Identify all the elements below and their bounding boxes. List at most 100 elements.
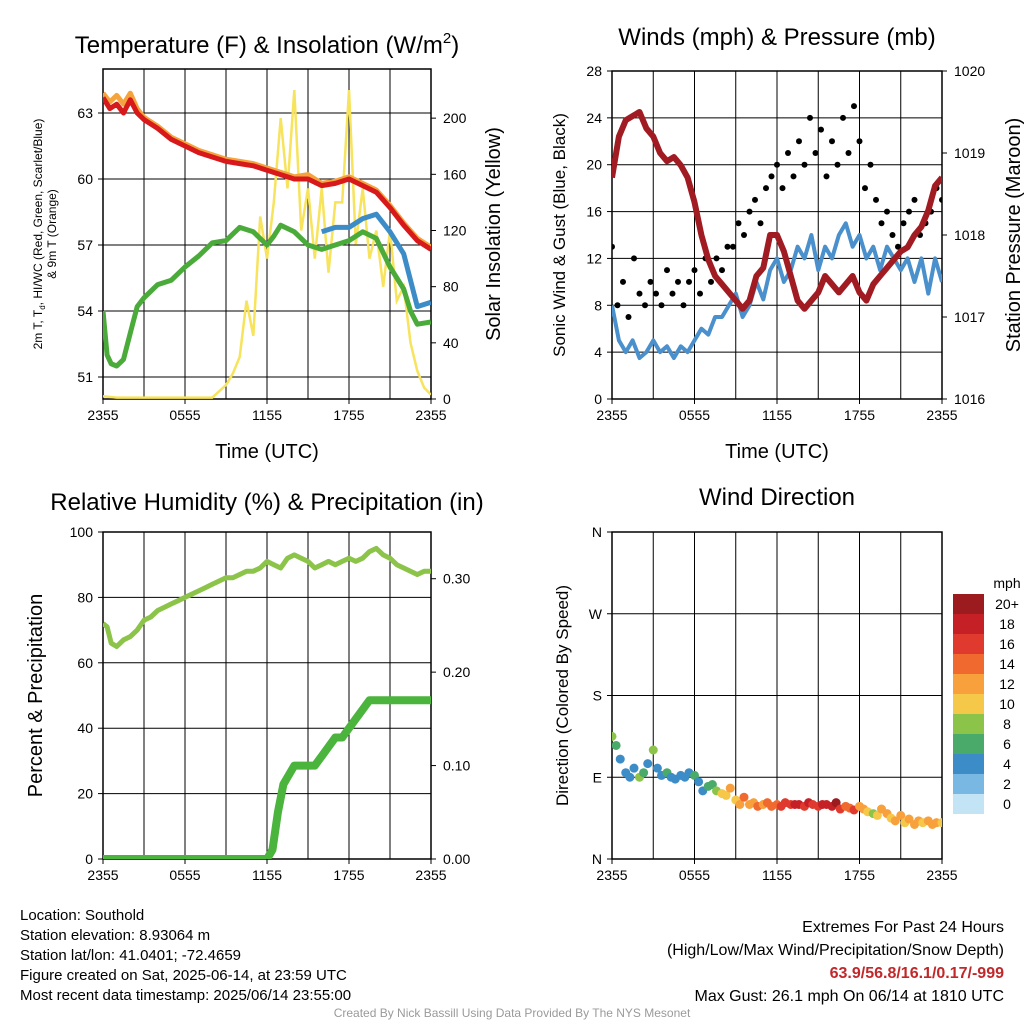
gust-point	[658, 302, 665, 309]
direction-point	[831, 798, 841, 808]
y2-tick-label: 40	[443, 335, 459, 351]
gust-point	[735, 220, 742, 227]
y-tick-label: 20	[77, 786, 93, 802]
x-tick-label: 1755	[333, 407, 364, 423]
y-tick-label: 51	[77, 369, 93, 385]
series-line-3	[103, 222, 431, 369]
x-tick-label: 1155	[252, 407, 282, 423]
chart-panel-1: Temperature (F) & Insolation (W/m2)2355 0…	[31, 30, 505, 463]
y-tick-label: 40	[77, 720, 93, 736]
gust-point	[746, 208, 753, 215]
x-tick-label: 2355	[415, 867, 446, 883]
y2-tick-label: 0.10	[443, 758, 470, 774]
data-layer	[612, 731, 942, 829]
colorbar-label: 4	[1003, 756, 1011, 772]
gust-point	[647, 278, 654, 285]
gust-point	[614, 302, 621, 309]
grid	[102, 69, 432, 399]
direction-point	[890, 816, 900, 826]
gust-point	[884, 208, 890, 215]
gust-point	[664, 267, 670, 274]
direction-point	[625, 772, 635, 782]
gust-point	[653, 290, 659, 297]
gust-point	[867, 161, 874, 168]
colorbar-swatch	[953, 774, 984, 794]
y-tick-label: W	[589, 606, 603, 622]
x-tick-label: 1755	[333, 867, 364, 883]
extremes-subtitle: (High/Low/Max Wind/Precipitation/Snow De…	[666, 942, 1004, 959]
colorbar-label: 16	[999, 636, 1015, 652]
x-tick-label: 2355	[596, 407, 627, 423]
y-tick-label: 20	[586, 157, 602, 173]
gust-point	[713, 255, 720, 262]
gust-point	[878, 220, 885, 227]
y2-tick-label: 0.00	[443, 851, 470, 867]
y2-tick-label: 1017	[954, 309, 985, 325]
y-tick-label: 8	[594, 297, 602, 313]
pressure-line	[612, 109, 942, 312]
direction-point	[629, 763, 639, 773]
x-tick-label: 0555	[679, 867, 710, 883]
station-elevation: Station elevation: 8.93064 m	[20, 927, 211, 944]
y2-axis-label: Station Pressure (Maroon)	[1003, 118, 1024, 353]
gust-point	[741, 232, 747, 238]
direction-point	[612, 740, 621, 750]
gust-point	[774, 161, 780, 168]
colorbar-swatch	[953, 634, 984, 654]
direction-point	[904, 814, 914, 824]
y-tick-label: 12	[586, 250, 602, 266]
colorbar-swatch	[953, 734, 984, 754]
x-tick-label: 1755	[844, 407, 875, 423]
colorbar-label: 0	[1003, 796, 1011, 812]
x-tick-label: 0555	[679, 407, 710, 423]
y2-tick-label: 200	[443, 110, 467, 126]
gust-point	[768, 173, 775, 180]
colorbar-swatch	[953, 794, 984, 814]
credit-line: Created By Nick Bassill Using Data Provi…	[333, 1006, 691, 1020]
x-tick-label: 1155	[762, 867, 792, 883]
data-layer	[103, 545, 431, 859]
gust-point	[807, 114, 813, 121]
colorbar-swatch	[953, 754, 984, 774]
gust-point	[779, 185, 786, 192]
direction-point	[639, 768, 649, 778]
gust-point	[911, 196, 918, 203]
direction-point	[707, 780, 717, 790]
gust-point	[636, 290, 643, 297]
colorbar-swatch	[953, 694, 984, 714]
x-axis-label: Time (UTC)	[725, 441, 829, 463]
y2-tick-label: 80	[443, 279, 459, 295]
y-tick-label: 57	[77, 237, 93, 253]
colorbar-label: 20+	[995, 596, 1019, 612]
x-tick-label: 2355	[87, 407, 118, 423]
direction-point	[739, 792, 749, 802]
y2-tick-label: 1016	[954, 391, 985, 407]
gust-point	[895, 243, 901, 250]
y-tick-label: 4	[594, 344, 602, 360]
colorbar-label: 14	[999, 656, 1015, 672]
colorbar-swatch	[953, 594, 984, 614]
colorbar-label: 2	[1003, 776, 1011, 792]
gust-point	[790, 173, 797, 180]
colorbar-label: 12	[999, 676, 1015, 692]
direction-point	[735, 800, 745, 809]
gust-point	[675, 278, 681, 285]
direction-point	[721, 790, 731, 800]
gust-point	[763, 185, 769, 192]
y2-tick-label: 120	[443, 222, 467, 238]
gust-point	[757, 220, 764, 227]
gust-point	[829, 138, 835, 145]
gust-point	[686, 278, 692, 285]
gust-point	[752, 196, 758, 203]
gust-point	[642, 302, 648, 309]
gust-point	[631, 255, 637, 262]
gust-point	[708, 278, 714, 285]
direction-point	[872, 810, 882, 820]
gust-point	[680, 302, 687, 309]
most-recent-timestamp: Most recent data timestamp: 2025/06/14 2…	[20, 987, 352, 1004]
grid	[611, 531, 943, 860]
colorbar-label: 6	[1003, 736, 1011, 752]
x-tick-label: 0555	[169, 407, 200, 423]
